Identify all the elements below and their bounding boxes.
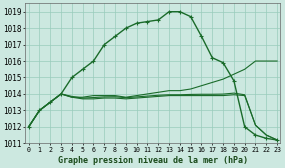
X-axis label: Graphe pression niveau de la mer (hPa): Graphe pression niveau de la mer (hPa) — [58, 156, 248, 164]
